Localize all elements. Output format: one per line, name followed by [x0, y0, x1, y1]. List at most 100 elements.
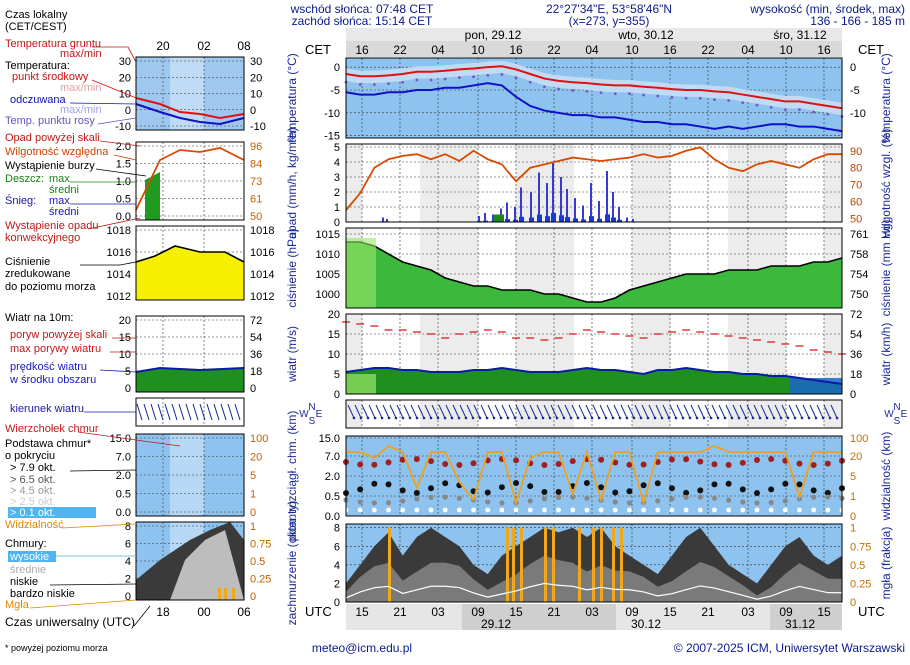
legend-tick-right: 50 [250, 211, 262, 223]
wind-arrow-head [479, 417, 482, 420]
wind-arrow-head [402, 417, 405, 420]
legend-tick-right: 54 [250, 332, 262, 344]
tick-left-wind: 5 [334, 369, 340, 381]
tick-right-wind: 18 [850, 369, 862, 381]
legend-tick-right: 5 [250, 470, 256, 482]
tick-right-pressure: 761 [850, 229, 868, 241]
wind-arrow-head [829, 417, 832, 420]
cloud-base-dot-45 [358, 499, 363, 504]
tick-left-wind: 10 [328, 349, 340, 361]
tick-left-clouds: 7.0 [325, 451, 340, 463]
cloud-top-dot [598, 457, 604, 463]
wind-arrow-head [738, 417, 741, 420]
cloud-base-dot-45 [726, 498, 731, 503]
pressure-ylabel-left: ciśnienie (hPa) [285, 228, 299, 307]
top-day-label: pon, 29.12 [465, 28, 522, 42]
tick-right-wind: 0 [850, 389, 856, 401]
legend-fog-bar [232, 588, 235, 600]
cloud-base-dot-45 [754, 500, 759, 505]
wind-arrow-head [836, 417, 839, 420]
cloud-base-dot-79 [796, 481, 802, 487]
pressure-ylabel-right: ciśnienie (mm Hg) [879, 220, 893, 317]
wind-arrow-head [577, 417, 580, 420]
dewpoint-dot [458, 76, 461, 79]
top-day-label: śro, 31.12 [773, 28, 827, 42]
tick-left-pressure: 1000 [316, 289, 340, 301]
legend-tick-right: 1016 [250, 247, 274, 259]
legend-tick-left: 10 [119, 89, 131, 101]
tick-left-precip: 2 [334, 187, 340, 199]
legend-pressure-1: Ciśnienie [5, 256, 50, 268]
dewpoint-dot [713, 98, 716, 101]
dewpoint-dot [387, 82, 390, 85]
cloud-base-dot-45 [783, 498, 788, 503]
dewpoint-dot [671, 96, 674, 99]
leader-low [50, 584, 136, 585]
tick-left-temperature: -15 [324, 131, 340, 143]
cloud-top-dot [796, 461, 802, 467]
cloud-base-dot-45 [400, 498, 405, 503]
legend-tick-right: 0 [250, 383, 256, 395]
tick-right-fog: 0.75 [850, 541, 871, 553]
tick-left-temperature: 0 [334, 62, 340, 74]
dewpoint-dot [812, 111, 815, 114]
legend-top-hour: 08 [237, 39, 251, 53]
legend-tick-left: 30 [119, 56, 131, 68]
cloud-base-dot-01 [386, 508, 391, 513]
legend-cover: o pokryciu [5, 450, 55, 462]
cloud-base-dot-01 [528, 508, 533, 513]
contact-email[interactable]: meteo@icm.edu.pl [312, 641, 412, 655]
tick-left-precip: 4 [334, 157, 340, 169]
tick-right-fog: 0.25 [850, 578, 871, 590]
bottom-hour-label: 21 [547, 605, 561, 619]
precip-bar-mid [559, 215, 564, 222]
grid-text: (x=273, y=355) [569, 14, 650, 28]
tick-right-visibility: 1 [850, 491, 856, 503]
night-band [824, 400, 842, 428]
tick-left-cover: 0 [334, 597, 340, 609]
dewpoint-dot [430, 79, 433, 82]
legend-tick-left: 0 [125, 383, 131, 395]
night-band [516, 144, 574, 222]
cloud-base-dot-79 [768, 486, 774, 492]
cloud-base-dot-01 [457, 508, 462, 513]
legend-snow-mid: średni [49, 206, 79, 218]
cloud-base-dot-01 [797, 508, 802, 513]
compass-letter: N [308, 402, 315, 413]
pressure-light-patch [346, 238, 376, 308]
tick-right-temperature: -5 [850, 85, 860, 97]
cet-label-left: CET [305, 42, 331, 57]
visibility-ylabel: widzialność (km) [879, 432, 893, 522]
cloud-top-dot [641, 462, 647, 468]
tick-right-pressure: 754 [850, 269, 868, 281]
legend-tick-right: 18 [250, 366, 262, 378]
cloud-base-dot-45 [414, 496, 419, 501]
cloud-top-dot [442, 461, 448, 467]
bottom-hour-label: 15 [355, 605, 369, 619]
legend-snow: Śnieg: [5, 194, 36, 207]
tick-left-cover: 6 [334, 541, 340, 553]
tick-right-pressure: 750 [850, 289, 868, 301]
legend-tick-right: 0 [250, 591, 256, 603]
dewpoint-dot [770, 106, 773, 109]
cloud-top-dot [556, 461, 562, 467]
wind-arrow-head [514, 417, 517, 420]
compass-letter: N [893, 402, 900, 413]
cloud-top-dot [414, 456, 420, 462]
night-band [632, 400, 670, 428]
dewpoint-dot [699, 97, 702, 100]
dewpoint-dot [586, 90, 589, 93]
cloud-base-dot-79 [655, 480, 661, 486]
cloud-base-dot-79 [527, 483, 533, 489]
legend-tick-left: 20 [119, 72, 131, 84]
dewpoint-dot [826, 113, 829, 116]
bottom-hour-label: 03 [585, 605, 599, 619]
wind-arrow-head [773, 417, 776, 420]
wind-arrow-head [647, 417, 650, 420]
legend-pressure-2: zredukowane [5, 268, 70, 280]
dewpoint-dot [798, 108, 801, 111]
dewpoint-dot [571, 89, 574, 92]
dewpoint-dot [600, 91, 603, 94]
legend-bottom-hour: 18 [156, 605, 170, 619]
